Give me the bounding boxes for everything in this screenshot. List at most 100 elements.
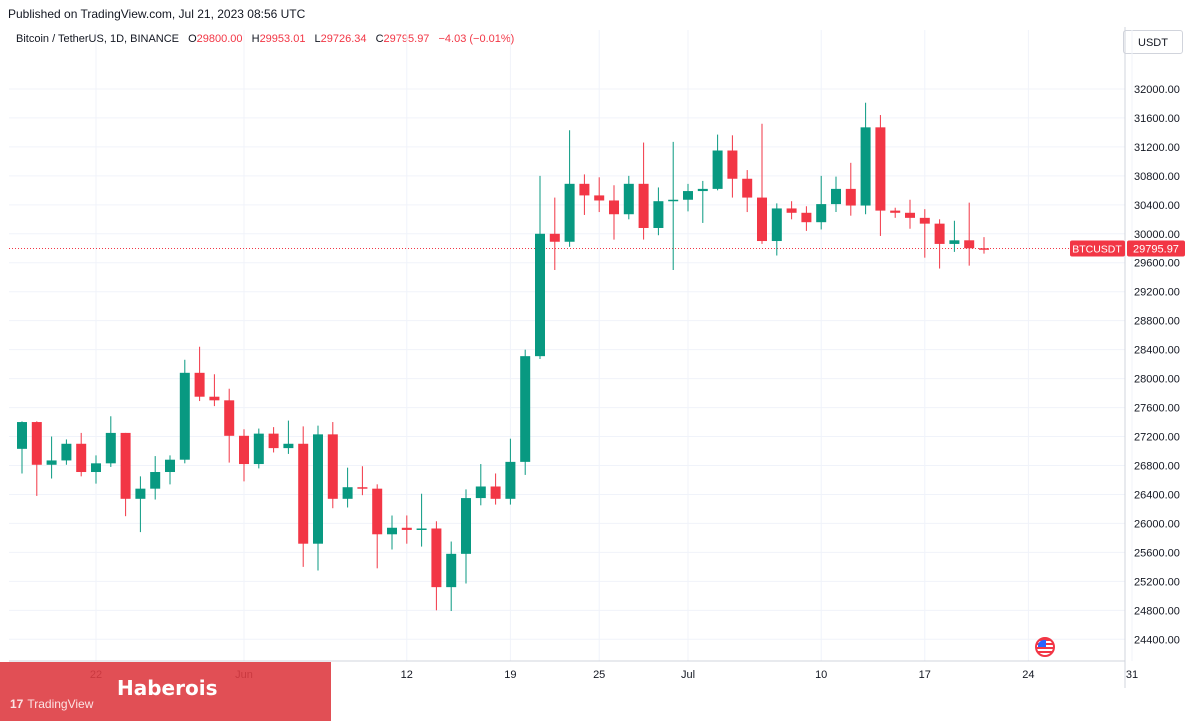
candle-up xyxy=(831,188,841,205)
x-tick-label: 19 xyxy=(504,669,516,681)
y-tick-label: 27200.00 xyxy=(1134,432,1180,444)
candle-up xyxy=(446,553,457,588)
candle-down xyxy=(579,183,590,196)
x-tick-label: 31 xyxy=(1126,669,1138,681)
tradingview-logo: 17 TradingView xyxy=(10,697,93,711)
high-label: H xyxy=(251,33,260,45)
x-tick-label: 10 xyxy=(815,669,827,681)
candle-up xyxy=(165,459,175,473)
candle-down xyxy=(594,195,605,201)
candle-up xyxy=(46,460,57,465)
candle-down xyxy=(845,188,856,206)
y-tick-label: 32000.00 xyxy=(1134,84,1180,96)
candle-up xyxy=(342,487,353,499)
y-tick-label: 26000.00 xyxy=(1134,518,1180,530)
us-flag-icon[interactable] xyxy=(1035,637,1055,657)
x-tick-label: 12 xyxy=(401,669,413,681)
candle-up xyxy=(520,356,531,462)
candle-down xyxy=(727,150,738,179)
x-tick-label: 25 xyxy=(593,669,605,681)
candle-down xyxy=(431,528,442,588)
candle-down xyxy=(905,212,915,218)
haberois-logo-text: Haberois xyxy=(117,676,218,700)
candle-down xyxy=(401,527,412,530)
candle-up xyxy=(135,488,146,499)
candle-up xyxy=(653,201,664,228)
candle-up xyxy=(179,372,190,460)
symbol-tag-label: BTCUSDT xyxy=(1072,244,1122,256)
candle-up xyxy=(387,527,397,535)
candle-down xyxy=(120,432,131,499)
candle-down xyxy=(268,433,279,449)
close-label: C xyxy=(375,33,384,45)
candle-down xyxy=(786,208,797,213)
candle-down xyxy=(76,443,87,473)
tradingview-logo-icon: 17 xyxy=(10,697,24,711)
candle-up xyxy=(283,443,294,449)
tradingview-logo-text: TradingView xyxy=(27,697,94,711)
candle-up xyxy=(505,461,516,499)
candle-down xyxy=(298,443,309,544)
candle-up xyxy=(313,434,323,544)
y-tick-label: 28000.00 xyxy=(1134,374,1180,386)
candle-up xyxy=(17,422,27,449)
candle-up xyxy=(683,191,693,200)
candle-down xyxy=(224,400,235,436)
candle-down xyxy=(757,197,767,242)
candle-down xyxy=(357,487,368,489)
candle-up xyxy=(771,208,782,242)
currency-selector[interactable]: USDT xyxy=(1123,30,1183,54)
y-tick-label: 24800.00 xyxy=(1134,605,1180,617)
candle-down xyxy=(327,434,338,499)
candle-down xyxy=(638,183,649,228)
candle-down xyxy=(31,422,42,465)
candle-down xyxy=(801,212,812,223)
y-tick-label: 31200.00 xyxy=(1134,142,1180,154)
y-tick-label: 25200.00 xyxy=(1134,576,1180,588)
candle-up xyxy=(712,150,723,189)
candle-up xyxy=(461,498,471,554)
symbol-price-tag xyxy=(1070,240,1125,257)
last-price-tag xyxy=(1127,240,1185,257)
y-tick-label: 28800.00 xyxy=(1134,316,1180,328)
open-label: O xyxy=(188,33,197,45)
y-tick-label: 26400.00 xyxy=(1134,489,1180,501)
watermark-banner: Haberois 17 TradingView xyxy=(0,662,331,721)
candle-up xyxy=(475,486,486,499)
low-label: L xyxy=(314,33,321,45)
change-value: −4.03 (−0.01%) xyxy=(438,33,515,45)
candle-down xyxy=(609,200,619,215)
candle-up xyxy=(150,472,161,489)
y-tick-label: 29600.00 xyxy=(1134,258,1180,270)
candle-up xyxy=(105,432,116,464)
candle-down xyxy=(490,486,501,499)
candle-down xyxy=(372,488,383,535)
candle-up xyxy=(564,183,575,242)
candle-down xyxy=(875,127,886,211)
symbol-label[interactable]: Bitcoin / TetherUS, 1D, BINANCE xyxy=(16,33,180,45)
y-tick-label: 30800.00 xyxy=(1134,171,1180,183)
candle-up xyxy=(416,528,427,530)
candle-up xyxy=(668,199,679,202)
x-tick-label: Jul xyxy=(681,669,695,681)
candle-up xyxy=(535,233,545,357)
candle-up xyxy=(91,463,101,473)
last-price-label: 29795.97 xyxy=(1133,244,1179,256)
y-tick-label: 25600.00 xyxy=(1134,547,1180,559)
y-tick-label: 28400.00 xyxy=(1134,345,1180,357)
candle-up xyxy=(61,443,72,461)
y-tick-label: 27600.00 xyxy=(1134,403,1180,415)
ohlc-legend: Bitcoin / TetherUS, 1D, BINANCE O29800.0… xyxy=(16,33,514,45)
candle-down xyxy=(742,178,753,198)
candle-up xyxy=(816,204,827,223)
candle-down xyxy=(979,248,989,250)
candle-down xyxy=(934,223,945,244)
candle-up xyxy=(697,188,708,192)
candle-down xyxy=(194,372,205,397)
candle-down xyxy=(239,435,249,465)
x-tick-label: 24 xyxy=(1022,669,1034,681)
y-tick-label: 26800.00 xyxy=(1134,460,1180,472)
low-value: 29726.34 xyxy=(320,33,367,45)
candle-down xyxy=(209,396,220,401)
